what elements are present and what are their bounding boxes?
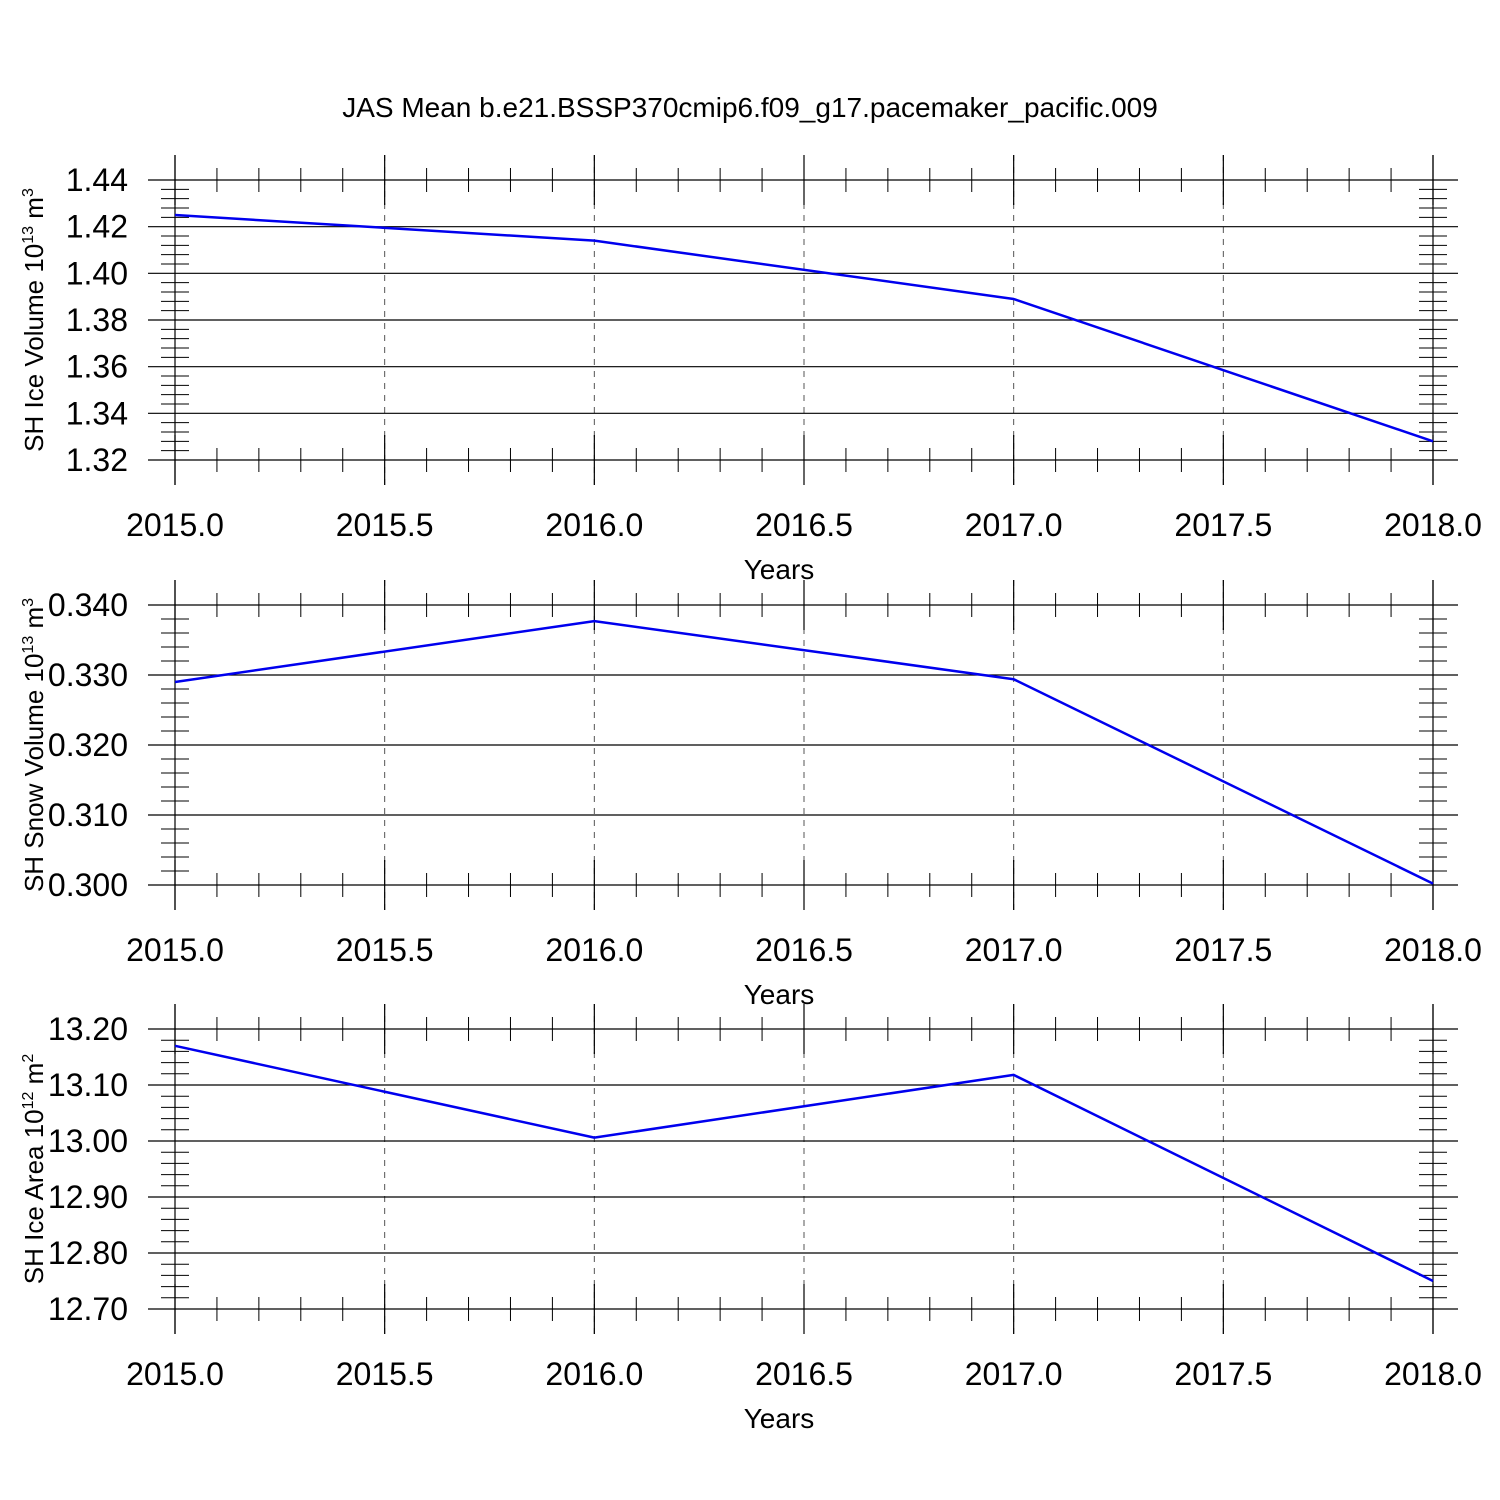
y-axis-label: SH Ice Volume 1013 m3 xyxy=(19,188,49,452)
y-tick-label: 13.10 xyxy=(48,1067,128,1103)
y-tick-label: 1.38 xyxy=(66,302,128,338)
x-tick-label: 2016.0 xyxy=(545,507,643,543)
x-tick-label: 2016.5 xyxy=(755,932,853,968)
y-tick-label: 0.340 xyxy=(48,587,128,623)
x-tick-label: 2018.0 xyxy=(1384,507,1482,543)
x-tick-label: 2015.0 xyxy=(126,1356,224,1392)
x-tick-label: 2016.0 xyxy=(545,1356,643,1392)
y-axis-label: SH Ice Area 1012 m2 xyxy=(19,1054,49,1285)
y-tick-label: 0.310 xyxy=(48,797,128,833)
x-tick-label: 2015.5 xyxy=(336,1356,434,1392)
y-tick-label: 0.320 xyxy=(48,727,128,763)
y-tick-label: 12.80 xyxy=(48,1235,128,1271)
x-tick-label: 2016.0 xyxy=(545,932,643,968)
y-tick-label: 0.330 xyxy=(48,657,128,693)
panels-group: 1.32 1.34 1.36 1.38 1.40 1.42 1.44 2015.0 2015.5… xyxy=(19,155,1482,1434)
x-axis-label: Years xyxy=(744,554,815,585)
x-tick-label: 2015.0 xyxy=(126,932,224,968)
y-tick-label: 1.40 xyxy=(66,255,128,291)
y-tick-label: 12.90 xyxy=(48,1179,128,1215)
y-axis-label: SH Snow Volume 1013 m3 xyxy=(19,598,49,892)
x-axis-label: Years xyxy=(744,1403,815,1434)
x-tick-label: 2018.0 xyxy=(1384,1356,1482,1392)
x-tick-label: 2017.0 xyxy=(965,932,1063,968)
x-tick-label: 2016.5 xyxy=(755,507,853,543)
x-axis-label: Years xyxy=(744,979,815,1010)
x-tick-label: 2017.5 xyxy=(1174,507,1272,543)
y-tick-label: 13.00 xyxy=(48,1123,128,1159)
y-tick-label: 12.70 xyxy=(48,1291,128,1327)
data-series-line xyxy=(174,1044,1434,1283)
y-tick-label: 1.42 xyxy=(66,209,128,245)
x-tick-label: 2015.0 xyxy=(126,507,224,543)
chart-panel-2: 0.300 0.310 0.320 0.330 0.340 2015.0 2015.5 201… xyxy=(19,580,1482,1010)
y-tick-label: 13.20 xyxy=(48,1011,128,1047)
y-tick-label: 1.36 xyxy=(66,349,128,385)
chart-panel-3: 12.70 12.80 12.90 13.00 13.10 13.20 2015.0 2015… xyxy=(19,1004,1482,1434)
data-series-line xyxy=(174,619,1434,885)
x-tick-label: 2016.5 xyxy=(755,1356,853,1392)
chart-panel-1: 1.32 1.34 1.36 1.38 1.40 1.42 1.44 2015.0 2015.5… xyxy=(19,155,1482,585)
y-tick-label: 1.44 xyxy=(66,162,128,198)
y-tick-label: 0.300 xyxy=(48,867,128,903)
x-tick-label: 2015.5 xyxy=(336,932,434,968)
y-tick-label: 1.34 xyxy=(66,395,128,431)
chart-title: JAS Mean b.e21.BSSP370cmip6.f09_g17.pace… xyxy=(342,92,1158,123)
x-tick-label: 2017.5 xyxy=(1174,1356,1272,1392)
x-tick-label: 2018.0 xyxy=(1384,932,1482,968)
y-tick-label: 1.32 xyxy=(66,442,128,478)
data-series-line xyxy=(174,213,1434,443)
x-tick-label: 2017.0 xyxy=(965,507,1063,543)
x-tick-label: 2017.5 xyxy=(1174,932,1272,968)
x-tick-label: 2017.0 xyxy=(965,1356,1063,1392)
x-tick-label: 2015.5 xyxy=(336,507,434,543)
